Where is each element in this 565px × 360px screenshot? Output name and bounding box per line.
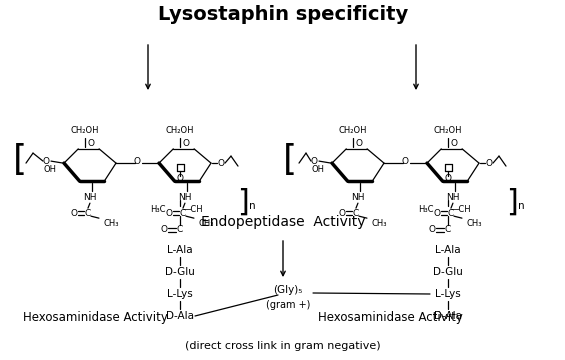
Text: O: O bbox=[428, 225, 436, 234]
Text: C: C bbox=[445, 225, 451, 234]
Text: O: O bbox=[338, 209, 345, 218]
Text: (Gly)₅: (Gly)₅ bbox=[273, 285, 303, 295]
Text: C: C bbox=[85, 209, 91, 218]
Text: H₃C: H₃C bbox=[419, 206, 434, 215]
Text: [: [ bbox=[13, 143, 27, 177]
Text: O: O bbox=[160, 225, 167, 234]
Text: Hexosaminidase Activity: Hexosaminidase Activity bbox=[23, 311, 167, 324]
Text: n: n bbox=[249, 201, 255, 211]
Text: Endopeptidase  Activity: Endopeptidase Activity bbox=[201, 215, 365, 229]
Text: CH₃: CH₃ bbox=[104, 219, 119, 228]
Text: O: O bbox=[218, 159, 224, 168]
Text: O: O bbox=[134, 157, 141, 166]
Text: CH₂OH: CH₂OH bbox=[70, 126, 99, 135]
Text: Lysostaphin specificity: Lysostaphin specificity bbox=[158, 5, 408, 24]
Text: —CH: —CH bbox=[451, 206, 472, 215]
Text: —CH: —CH bbox=[183, 206, 203, 215]
Text: O: O bbox=[355, 139, 362, 148]
Text: C: C bbox=[353, 209, 359, 218]
Text: O: O bbox=[485, 159, 493, 168]
Text: O: O bbox=[402, 157, 409, 166]
Text: C: C bbox=[180, 209, 186, 218]
Text: [: [ bbox=[283, 143, 297, 177]
Text: O: O bbox=[445, 174, 451, 183]
Text: OH: OH bbox=[311, 165, 324, 174]
Text: O: O bbox=[311, 157, 318, 166]
Text: ]: ] bbox=[237, 188, 249, 216]
Text: ]: ] bbox=[506, 188, 518, 216]
Text: CH₂OH: CH₂OH bbox=[433, 126, 462, 135]
Text: NH: NH bbox=[83, 193, 97, 202]
Text: O: O bbox=[166, 209, 172, 218]
Text: O: O bbox=[71, 209, 77, 218]
Text: H₃C: H₃C bbox=[150, 206, 166, 215]
Text: D-Glu: D-Glu bbox=[433, 267, 463, 277]
Text: L-Lys: L-Lys bbox=[167, 289, 193, 299]
Text: NH: NH bbox=[446, 193, 460, 202]
Text: (gram +): (gram +) bbox=[266, 300, 310, 310]
Text: L-Ala: L-Ala bbox=[167, 245, 193, 255]
Text: NH: NH bbox=[351, 193, 364, 202]
Text: CH₃: CH₃ bbox=[372, 219, 388, 228]
Text: O: O bbox=[433, 209, 441, 218]
Text: O: O bbox=[176, 174, 184, 183]
Text: L-Ala: L-Ala bbox=[435, 245, 461, 255]
Text: D-Ala: D-Ala bbox=[166, 311, 194, 321]
Text: O: O bbox=[87, 139, 94, 148]
Text: NH: NH bbox=[178, 193, 192, 202]
Text: D-Glu: D-Glu bbox=[165, 267, 195, 277]
Text: O: O bbox=[42, 157, 50, 166]
Text: n: n bbox=[518, 201, 524, 211]
Text: C: C bbox=[448, 209, 454, 218]
Text: CH₃: CH₃ bbox=[467, 219, 483, 228]
Text: C: C bbox=[177, 225, 183, 234]
Text: (direct cross link in gram negative): (direct cross link in gram negative) bbox=[185, 341, 381, 351]
Text: O: O bbox=[450, 139, 457, 148]
Text: CH₂OH: CH₂OH bbox=[338, 126, 367, 135]
Text: D-Ala: D-Ala bbox=[434, 311, 462, 321]
Text: O: O bbox=[182, 139, 189, 148]
Text: CH₂OH: CH₂OH bbox=[166, 126, 194, 135]
Text: OH: OH bbox=[43, 165, 56, 174]
Text: Hexosaminidase Activity: Hexosaminidase Activity bbox=[318, 311, 462, 324]
Text: CH₃: CH₃ bbox=[199, 219, 215, 228]
Text: L-Lys: L-Lys bbox=[435, 289, 461, 299]
